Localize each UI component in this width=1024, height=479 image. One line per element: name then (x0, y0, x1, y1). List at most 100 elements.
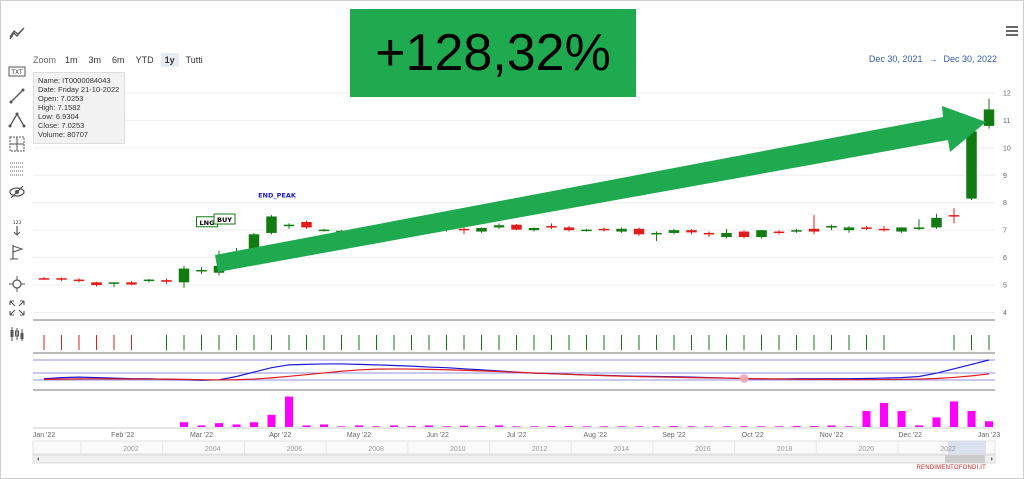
x-tick-label: Feb '22 (111, 432, 134, 439)
volume-bar (862, 411, 871, 427)
candle-body (931, 217, 942, 228)
trend-arrow-shape (215, 106, 986, 272)
volume-bar (845, 426, 853, 427)
y-tick-label: 8 (1003, 200, 1007, 207)
performance-banner: +128,32% (350, 9, 636, 97)
volume-bar (722, 426, 731, 427)
measure-icon[interactable] (5, 132, 29, 156)
zoom-6m-button[interactable]: 6m (112, 55, 125, 65)
y-tick-label: 5 (1003, 283, 1007, 290)
x-tick-label: Mar '22 (190, 432, 213, 439)
flag-box (213, 213, 236, 225)
text-annotation-icon[interactable]: TXT (5, 60, 29, 84)
volume-pane (33, 389, 995, 427)
candle-body (861, 227, 872, 229)
volume-bar (250, 422, 258, 427)
volume-bar (775, 426, 783, 427)
range-to-input[interactable]: Dec 30, 2022 (943, 54, 997, 64)
candle-body (826, 226, 837, 228)
context-menu-icon[interactable] (1006, 26, 1018, 36)
indicators-icon[interactable] (5, 22, 29, 46)
tooltip-date: Date: Friday 21-10-2022 (38, 85, 120, 94)
y-tick-label: 7 (1003, 228, 1007, 235)
zoom-change-icon[interactable] (5, 272, 29, 296)
candle-body (808, 228, 820, 232)
annotation-toolbar: TXT 123 (3, 22, 29, 352)
candle-body (248, 234, 260, 253)
y-tick-label: 6 (1003, 255, 1007, 262)
zoom-1y-button[interactable]: 1y (160, 53, 179, 67)
trend-arrow (215, 106, 986, 272)
volume-bar (932, 417, 941, 427)
candle-body (651, 232, 662, 235)
volume-bar (232, 424, 241, 427)
candle-body (563, 227, 575, 231)
navigator-year-label: 2002 (123, 446, 139, 453)
volume-bar (442, 426, 451, 427)
volume-bar (617, 426, 626, 427)
signal-pane (33, 319, 995, 350)
candle-body (458, 228, 470, 231)
toggle-annotations-icon[interactable] (5, 180, 29, 204)
flag-label: END_PEAK (258, 191, 297, 199)
y-tick-label: 9 (1003, 173, 1007, 180)
zoom-ytd-button[interactable]: YTD (135, 55, 154, 65)
volume-bar (670, 426, 678, 427)
range-arrow: → (928, 54, 938, 64)
navigator-year-label: 2018 (777, 446, 793, 453)
navigator-year-label: 2010 (450, 446, 466, 453)
flag-label: BUY (217, 216, 232, 224)
navigator-year-label: 2006 (287, 446, 303, 453)
scrollbar-track (32, 454, 996, 464)
grid-icon[interactable] (5, 156, 29, 180)
volume-bar (967, 411, 976, 427)
vertical-counter-icon[interactable]: 123 (5, 216, 29, 240)
volume-bar (635, 426, 643, 427)
zoom-3m-button[interactable]: 3m (88, 55, 102, 65)
range-from-input[interactable]: Dec 30, 2021 (868, 54, 923, 64)
candle-body (108, 282, 120, 284)
zoom-1m-button[interactable]: 1m (65, 55, 78, 65)
x-tick-label: May '22 (347, 432, 371, 439)
navigator: 2002 2004 2006 2008 2010 2012 2014 2016 2018 2020… (32, 440, 996, 464)
candle-body (773, 231, 785, 234)
candle-body (476, 227, 487, 232)
fullscreen-icon[interactable] (5, 296, 29, 320)
tooltip-volume: Volume: 80707 (38, 130, 89, 139)
volume-bar (547, 426, 556, 427)
crooked-line-icon[interactable] (5, 108, 29, 132)
x-tick-label: Oct '22 (742, 432, 764, 439)
candle-body (283, 224, 295, 227)
volume-bar (215, 423, 223, 427)
candle-body (546, 226, 557, 228)
date-range: Dec 30, 2021 → Dec 30, 2022 (866, 54, 1000, 64)
volume-bar (950, 401, 958, 427)
zoom-all-button[interactable]: Tutti (185, 55, 203, 65)
candle-body (966, 131, 977, 199)
series-type-icon[interactable] (5, 322, 29, 346)
candle-body (843, 227, 855, 231)
candle-body (511, 224, 522, 230)
y-tick-label: 12 (1003, 90, 1011, 97)
navigator-window (948, 441, 986, 454)
volume-bar (792, 426, 801, 427)
scrollbar-thumb (945, 455, 985, 463)
zoom-label: Zoom (33, 55, 57, 65)
candle-body (616, 228, 627, 232)
volume-bar (827, 425, 836, 427)
candle-body (38, 278, 50, 280)
volume-bar (582, 426, 591, 427)
candle-body (686, 230, 697, 233)
navigator-year-label: 2004 (205, 446, 221, 453)
candle-body (196, 269, 207, 272)
x-tick-label: Jun '22 (427, 432, 449, 439)
candle-body (668, 230, 680, 233)
flag-icon[interactable] (5, 240, 29, 264)
x-tick-label: Nov '22 (820, 432, 844, 439)
candle-body (721, 232, 732, 238)
line-tool-icon[interactable] (5, 84, 29, 108)
volume-bar (652, 426, 661, 427)
tooltip-open: Open: 7.0253 (38, 94, 84, 103)
candle-body (948, 215, 960, 217)
candle-body (301, 221, 312, 228)
